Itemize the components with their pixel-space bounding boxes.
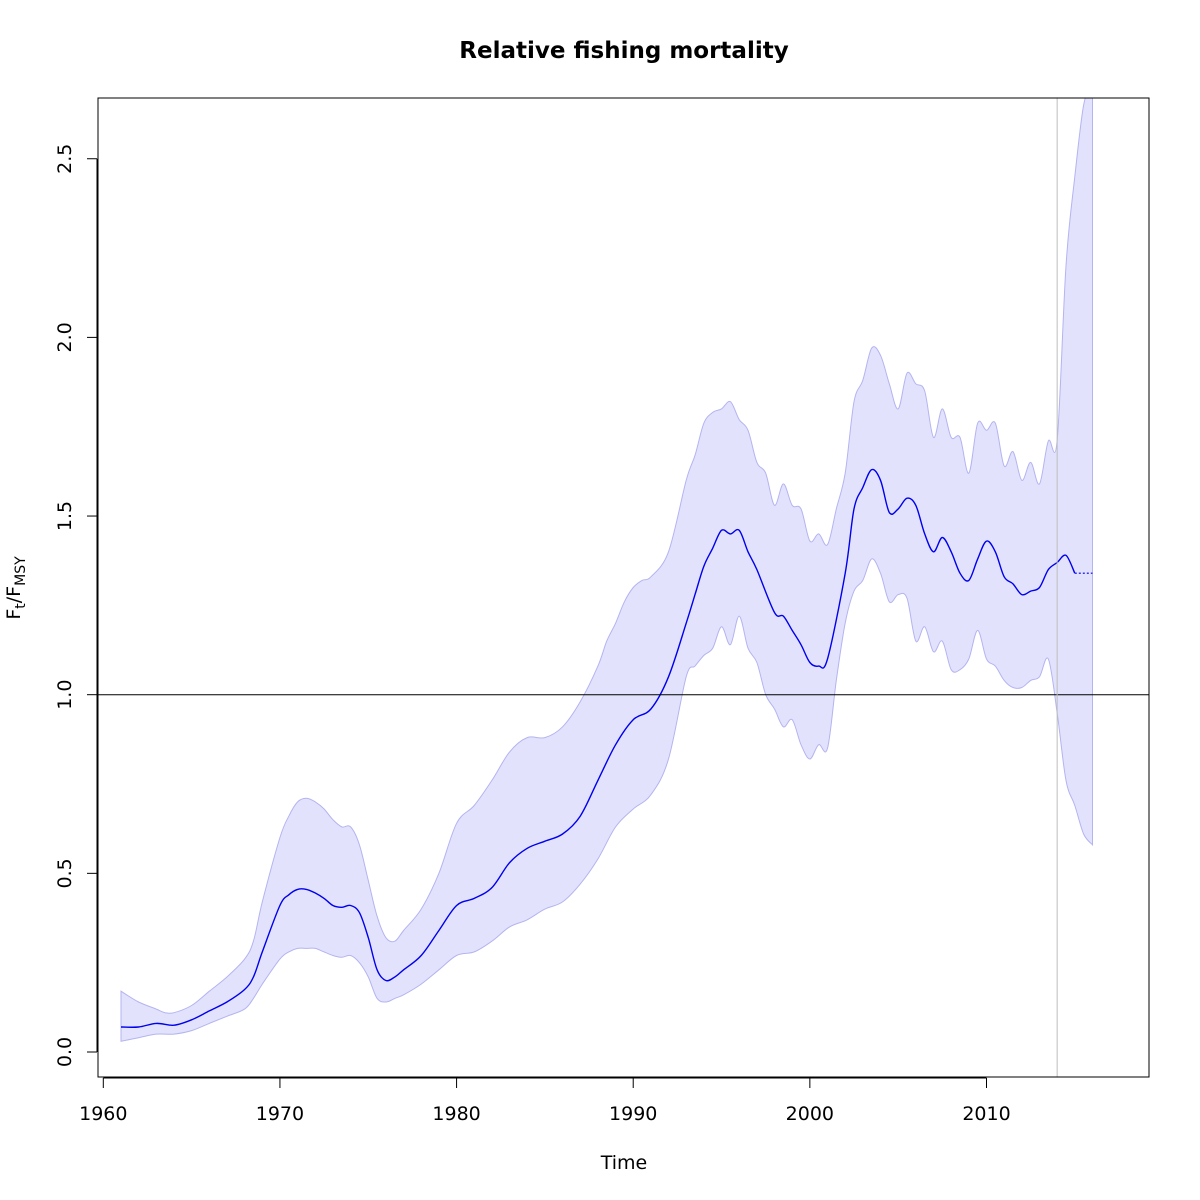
x-tick-label: 2000 — [786, 1103, 834, 1125]
chart-title: Relative fishing mortality — [459, 38, 788, 64]
x-tick-label: 1960 — [79, 1103, 127, 1125]
y-axis-label-f: F — [3, 609, 25, 620]
y-axis-label-sub-msy: MSY — [13, 556, 29, 586]
y-tick-label: 2.0 — [54, 322, 76, 352]
x-axis-label: Time — [600, 1152, 648, 1174]
y-tick-label: 1.0 — [54, 680, 76, 710]
confidence-band-layer — [120, 98, 1093, 1042]
y-axis-label: Ft/FMSY — [3, 556, 29, 620]
confidence-band — [120, 98, 1093, 1042]
x-tick-label: 1980 — [432, 1103, 480, 1125]
y-axis-label-sep: / — [3, 596, 25, 603]
y-tick-label: 2.5 — [54, 144, 76, 174]
reference-line-layer — [98, 98, 1149, 1077]
y-tick-label: 0.0 — [54, 1037, 76, 1067]
plot-area-border — [97, 97, 1150, 1078]
y-axis-label-f2: F — [3, 586, 25, 597]
y-tick-label: 1.5 — [54, 501, 76, 531]
y-tick-label: 0.5 — [54, 858, 76, 888]
y-axis-label-sub-t: t — [13, 603, 29, 609]
series-line-layer — [120, 468, 1093, 1028]
x-tick-label: 2010 — [962, 1103, 1010, 1125]
x-tick-label: 1990 — [609, 1103, 657, 1125]
y-axis: 0.0 0.5 1.0 1.5 2.0 2.5 — [54, 144, 98, 1067]
x-tick-label: 1970 — [256, 1103, 304, 1125]
estimate-line — [120, 468, 1076, 1028]
x-axis: 1960 1970 1980 1990 2000 2010 — [79, 1077, 1011, 1125]
